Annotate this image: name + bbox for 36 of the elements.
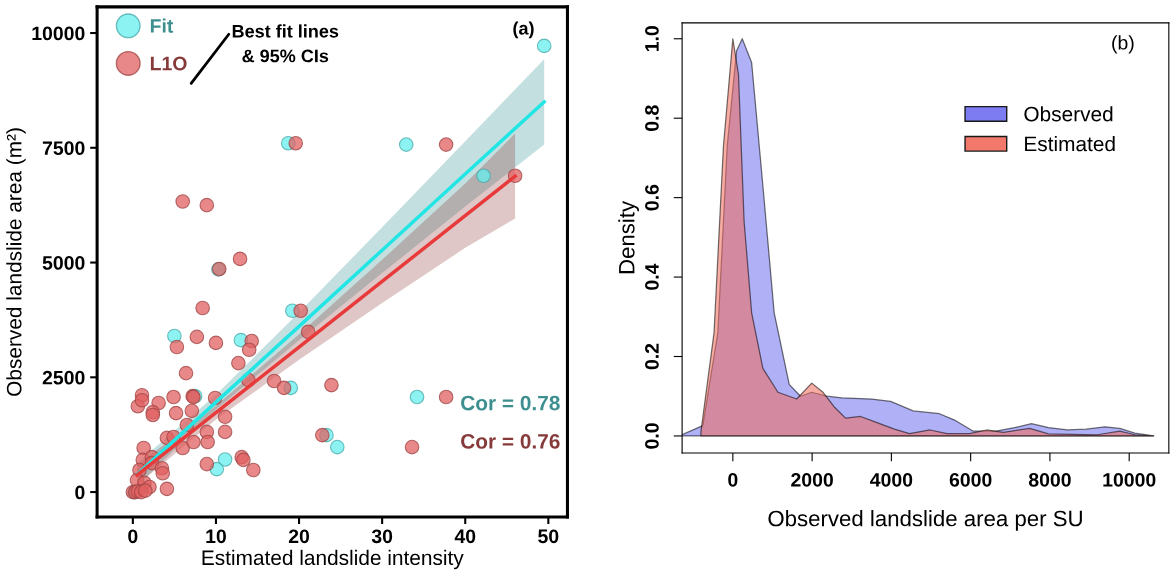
legend-label: L1O: [150, 56, 187, 71]
legend-label: Fit: [150, 18, 174, 33]
x-tick-label: 30: [371, 529, 393, 544]
y-tick-label: 0.4: [645, 263, 659, 290]
x-tick-label: 20: [288, 529, 310, 544]
y-axis-title: Density: [618, 200, 639, 274]
legend-label: Observed: [1024, 106, 1113, 122]
x-tick-label: 0: [128, 529, 138, 544]
x-tick-label: 6000: [949, 472, 992, 487]
x-tick-label: 10: [206, 529, 226, 544]
y-tick-label: 7500: [42, 141, 85, 156]
x-tick-label: 0: [728, 472, 738, 487]
x-tick-label: 8000: [1028, 472, 1071, 487]
y-tick-label: 5000: [42, 256, 85, 270]
y-axis-title: Observed landslide area (m²): [6, 128, 26, 396]
x-axis-title: Observed landslide area per SU: [768, 510, 1082, 531]
annotation: Best fit lines & 95% CIs: [232, 24, 339, 63]
legend-label: Estimated: [1025, 135, 1115, 152]
y-tick-label: 0.8: [645, 105, 659, 131]
x-tick-label: 4000: [870, 472, 913, 487]
x-tick-label: 2000: [791, 472, 833, 487]
x-tick-label: 10000: [1103, 472, 1156, 487]
y-tick-label: 10000: [32, 26, 85, 41]
y-tick-label: 2500: [42, 370, 85, 385]
annotation: Cor = 0.78: [461, 395, 560, 411]
annotation: (b): [1112, 35, 1134, 54]
x-tick-label: 40: [454, 529, 476, 544]
y-tick-label: 0.2: [645, 343, 659, 370]
x-axis-title: Estimated landslide intensity: [202, 549, 464, 570]
annotation: (a): [513, 21, 534, 39]
y-tick-label: 0: [75, 485, 85, 500]
annotation: Cor = 0.76: [461, 433, 560, 449]
y-tick-label: 1.0: [645, 26, 659, 52]
y-tick-label: 0.0: [645, 423, 659, 449]
x-tick-label: 50: [538, 529, 559, 544]
y-tick-label: 0.6: [645, 184, 659, 211]
